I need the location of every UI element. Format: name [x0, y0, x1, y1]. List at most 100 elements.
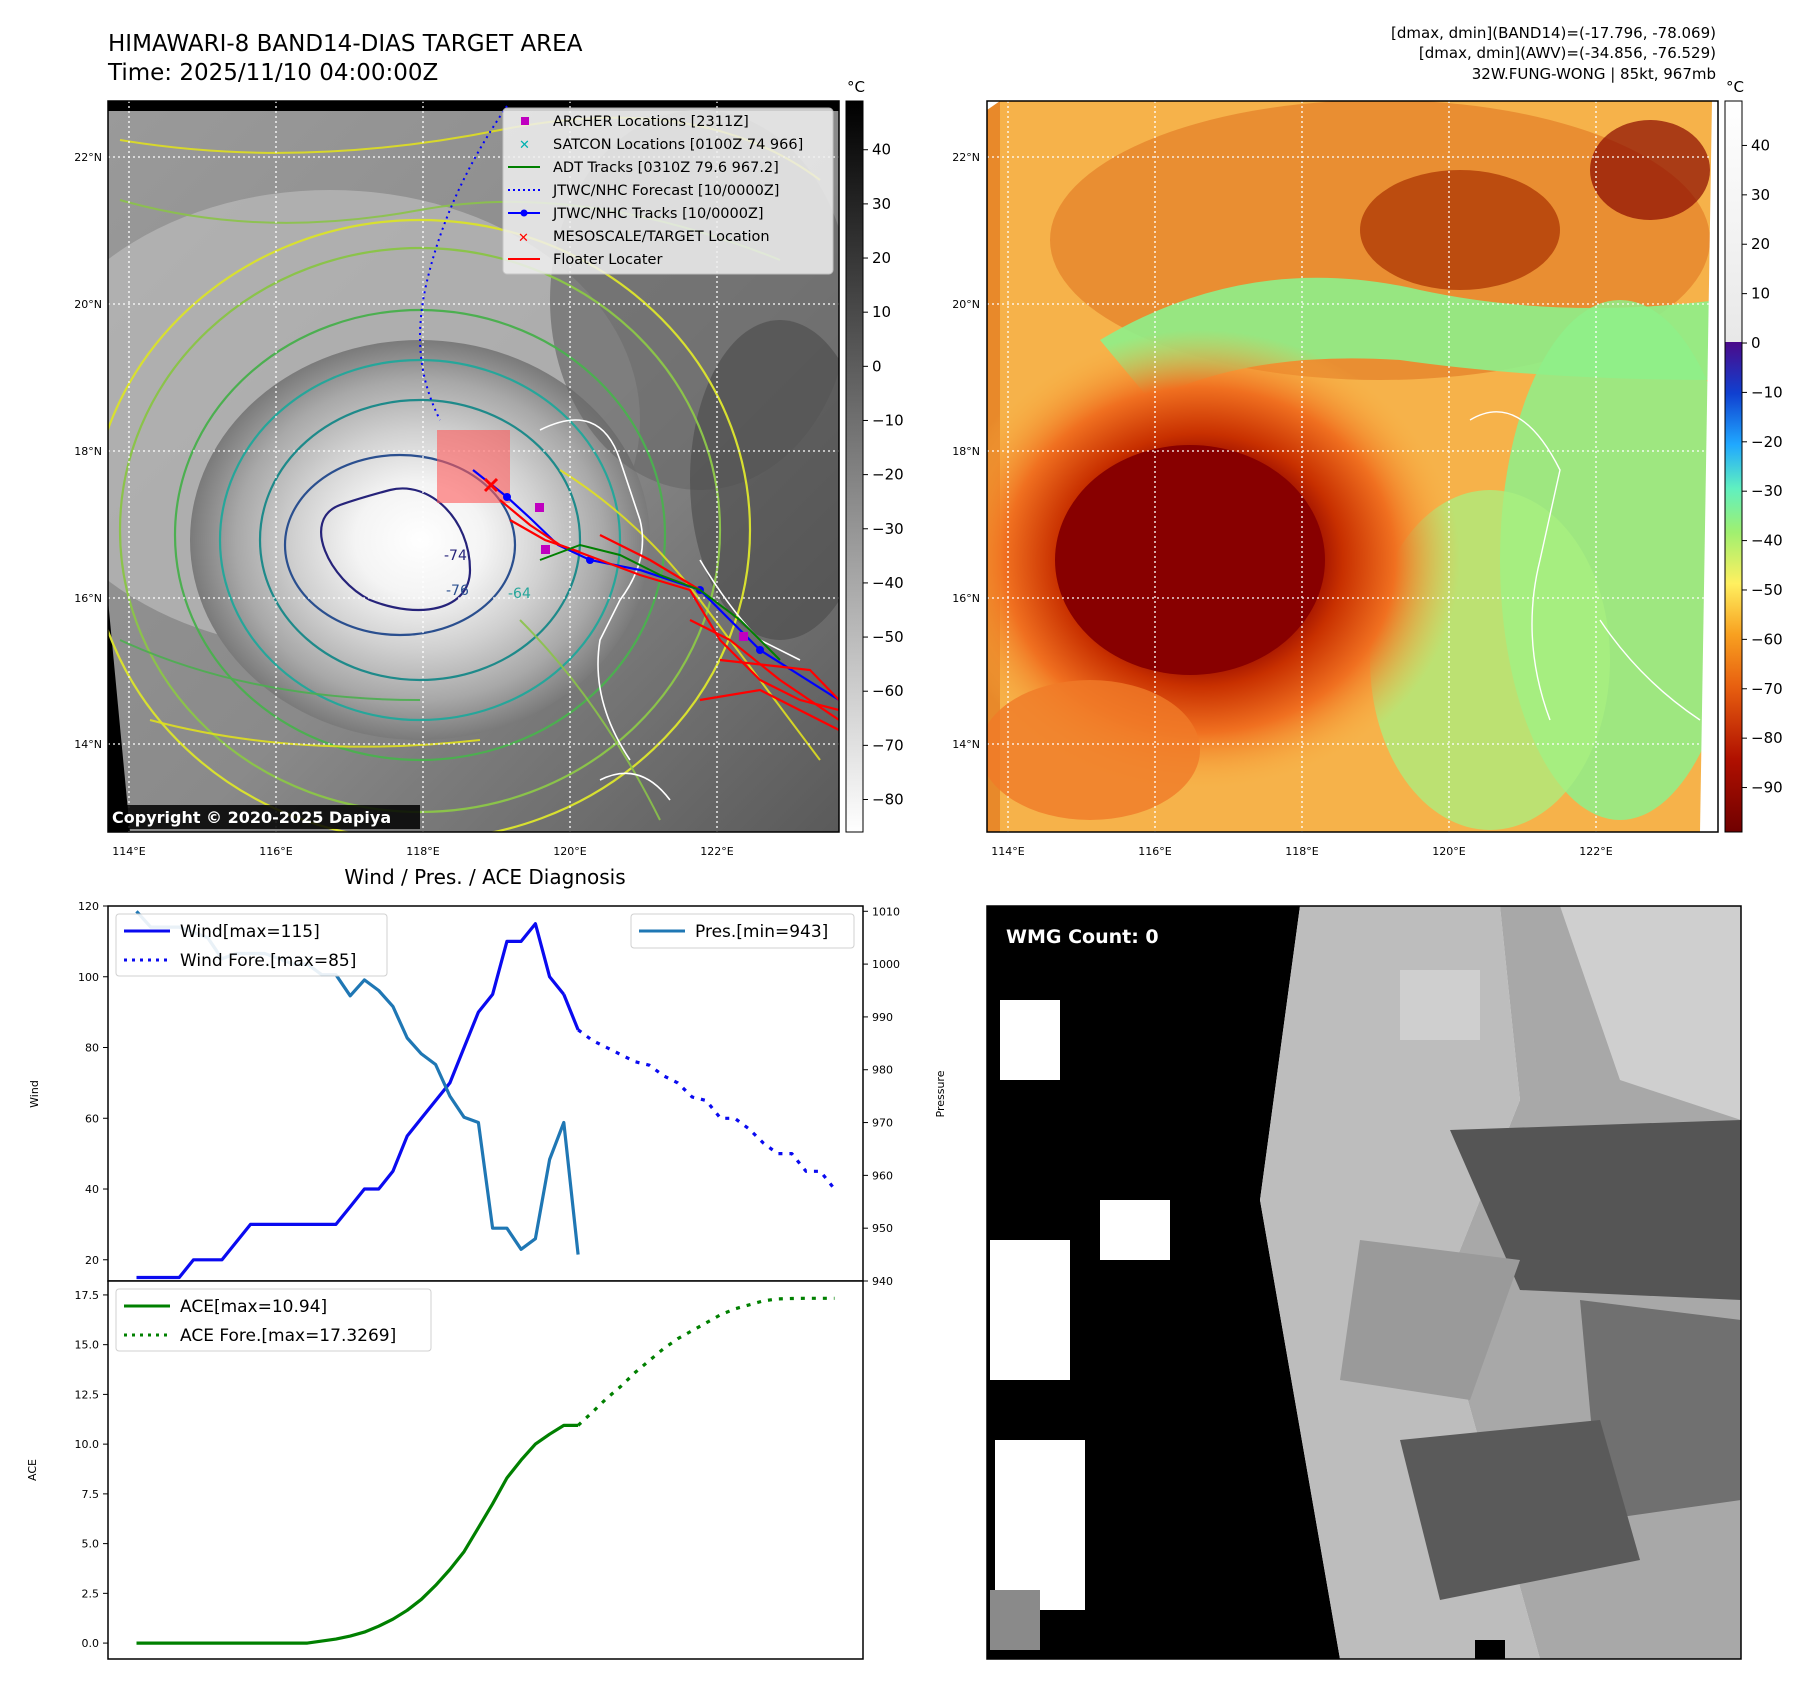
pressure-tick-label: 970 — [872, 1117, 893, 1130]
copyright: Copyright © 2020-2025 Dapiya — [112, 808, 391, 827]
ir-colorbar-tick-label: −60 — [872, 682, 904, 700]
ir-colorbar-tick-label: 30 — [872, 195, 891, 213]
wind-series-line — [562, 993, 580, 1031]
wmg-panel: WMG Count: 0 — [986, 905, 1742, 1660]
legend-satcon: SATCON Locations [0100Z 74 966] — [553, 137, 803, 153]
ir-colorbar-tick-label: 40 — [872, 141, 891, 159]
wv-colorbar-tick-label: −40 — [1751, 532, 1783, 550]
legend-wind: Wind[max=115] — [180, 922, 320, 942]
info-line-2: [dmax, dmin](AWV)=(-34.856, -76.529) — [1419, 44, 1716, 62]
ir-lon-120: 120°E — [553, 845, 586, 858]
ace-tick-label: 7.5 — [82, 1488, 100, 1501]
pressure-tick-label: 940 — [872, 1275, 893, 1288]
wv-colorbar-tick-label: 0 — [1751, 334, 1761, 352]
ace-series-line — [136, 1423, 579, 1645]
ace-forecast-series-line — [577, 1296, 835, 1427]
pressure-tick-label: 950 — [872, 1222, 893, 1235]
ir-lat-22: 22°N — [74, 151, 102, 164]
ir-lat-18: 18°N — [74, 445, 102, 458]
ir-lat-16: 16°N — [74, 592, 102, 605]
contour-label-1: -74 — [444, 548, 467, 564]
wv-colorbar-tick-label: −50 — [1751, 581, 1783, 599]
ace-tick-label: 0.0 — [82, 1637, 100, 1650]
legend-jtwc-tracks: JTWC/NHC Tracks [10/0000Z] — [552, 206, 764, 222]
wv-colorbar-tick-label: 40 — [1751, 136, 1770, 154]
wv-lon-122: 122°E — [1579, 845, 1612, 858]
legend-wind-forecast: Wind Fore.[max=85] — [180, 951, 356, 971]
ir-lon-118: 118°E — [406, 845, 439, 858]
wind-tick-label: 100 — [78, 971, 99, 984]
info-line-1: [dmax, dmin](BAND14)=(-17.796, -78.069) — [1391, 24, 1716, 42]
pressure-tick-label: 1000 — [872, 958, 900, 971]
ace-axis-label: ACE — [26, 1459, 39, 1481]
ir-lat-14: 14°N — [74, 738, 102, 751]
figure-title: HIMAWARI-8 BAND14-DIAS TARGET AREA — [108, 31, 583, 57]
ir-lon-114: 114°E — [112, 845, 145, 858]
ace-tick-label: 10.0 — [75, 1438, 100, 1451]
pressure-axis-label: Pressure — [934, 1070, 947, 1117]
wind-pressure-chart: Wind Pressure 20 40 60 80 100 120 940 950 960 97… — [28, 900, 947, 1288]
wind-series-line — [136, 922, 566, 1280]
ir-colorbar-tick-label: −30 — [872, 520, 904, 538]
wind-tick-label: 80 — [85, 1042, 99, 1055]
ace-tick-label: 17.5 — [75, 1289, 100, 1302]
wv-lon-120: 120°E — [1432, 845, 1465, 858]
ir-colorbar-tick-label: −70 — [872, 736, 904, 754]
wind-tick-label: 40 — [85, 1183, 99, 1196]
ir-colorbar-tick-label: −20 — [872, 466, 904, 484]
wv-colorbar-tick-label: −20 — [1751, 433, 1783, 451]
ace-tick-label: 12.5 — [75, 1388, 100, 1401]
pressure-tick-label: 960 — [872, 1169, 893, 1182]
wv-colorbar-tick-label: −60 — [1751, 630, 1783, 648]
wv-colorbar-tick-label: 20 — [1751, 235, 1770, 253]
legend-adt: ADT Tracks [0310Z 79.6 967.2] — [553, 160, 779, 176]
ir-colorbar-unit: °C — [847, 78, 865, 96]
wind-tick-label: 20 — [85, 1254, 99, 1267]
wind-tick-label: 60 — [85, 1112, 99, 1125]
ir-lon-122: 122°E — [700, 845, 733, 858]
ir-lon-116: 116°E — [259, 845, 292, 858]
ir-lat-20: 20°N — [74, 298, 102, 311]
wind-forecast-series-line — [577, 1028, 836, 1191]
contour-label-3: -64 — [508, 586, 531, 602]
wv-lon-114: 114°E — [991, 845, 1024, 858]
ir-colorbar-tick-label: −80 — [872, 791, 904, 809]
chart-title: Wind / Pres. / ACE Diagnosis — [344, 865, 625, 889]
contour-label-2: -76 — [446, 583, 469, 599]
adt-tracks — [539, 543, 781, 661]
svg-text:✕: ✕ — [519, 138, 530, 153]
ir-colorbar: °C 40 30 20 10 0 −10 −20 −30 −40 −50 −60 −70 −80 — [845, 78, 904, 833]
legend-pressure: Pres.[min=943] — [695, 922, 828, 942]
wv-colorbar: °C 40 30 20 10 0 −10 −20 −30 −40 −50 −60 −70 −80 −90 — [1724, 78, 1783, 833]
wv-lon-118: 118°E — [1285, 845, 1318, 858]
ace-tick-label: 2.5 — [82, 1587, 100, 1600]
ir-legend: ARCHER Locations [2311Z] ✕ SATCON Locati… — [502, 107, 834, 275]
wv-colorbar-tick-label: −80 — [1751, 729, 1783, 747]
target-marker — [483, 477, 499, 493]
svg-text:✕: ✕ — [518, 231, 529, 246]
wv-lat-14: 14°N — [952, 738, 980, 751]
wv-lat-18: 18°N — [952, 445, 980, 458]
wv-colorbar-tick-label: −10 — [1751, 383, 1783, 401]
legend-ace: ACE[max=10.94] — [180, 1297, 327, 1317]
wv-colorbar-tick-label: −70 — [1751, 680, 1783, 698]
legend-ace-forecast: ACE Fore.[max=17.3269] — [180, 1326, 396, 1346]
wmg-count: WMG Count: 0 — [1006, 926, 1159, 948]
wv-satellite-panel — [987, 101, 1718, 832]
info-line-3: 32W.FUNG-WONG | 85kt, 967mb — [1472, 65, 1716, 83]
ir-colorbar-tick-label: 10 — [872, 303, 891, 321]
wv-colorbar-tick-label: 10 — [1751, 285, 1770, 303]
floater-locater-tracks — [499, 499, 839, 731]
wv-colorbar-tick-label: −90 — [1751, 779, 1783, 797]
wv-lat-20: 20°N — [952, 298, 980, 311]
legend-archer: ARCHER Locations [2311Z] — [553, 114, 749, 130]
pressure-tick-label: 980 — [872, 1064, 893, 1077]
ir-colorbar-tick-label: −50 — [872, 628, 904, 646]
ir-colorbar-tick-label: 20 — [872, 249, 891, 267]
wv-colorbar-unit: °C — [1726, 78, 1744, 96]
archer-marker-3 — [739, 632, 748, 641]
figure-time: Time: 2025/11/10 04:00:00Z — [107, 60, 438, 86]
ir-colorbar-tick-label: −10 — [872, 411, 904, 429]
wind-tick-label: 120 — [78, 900, 99, 913]
